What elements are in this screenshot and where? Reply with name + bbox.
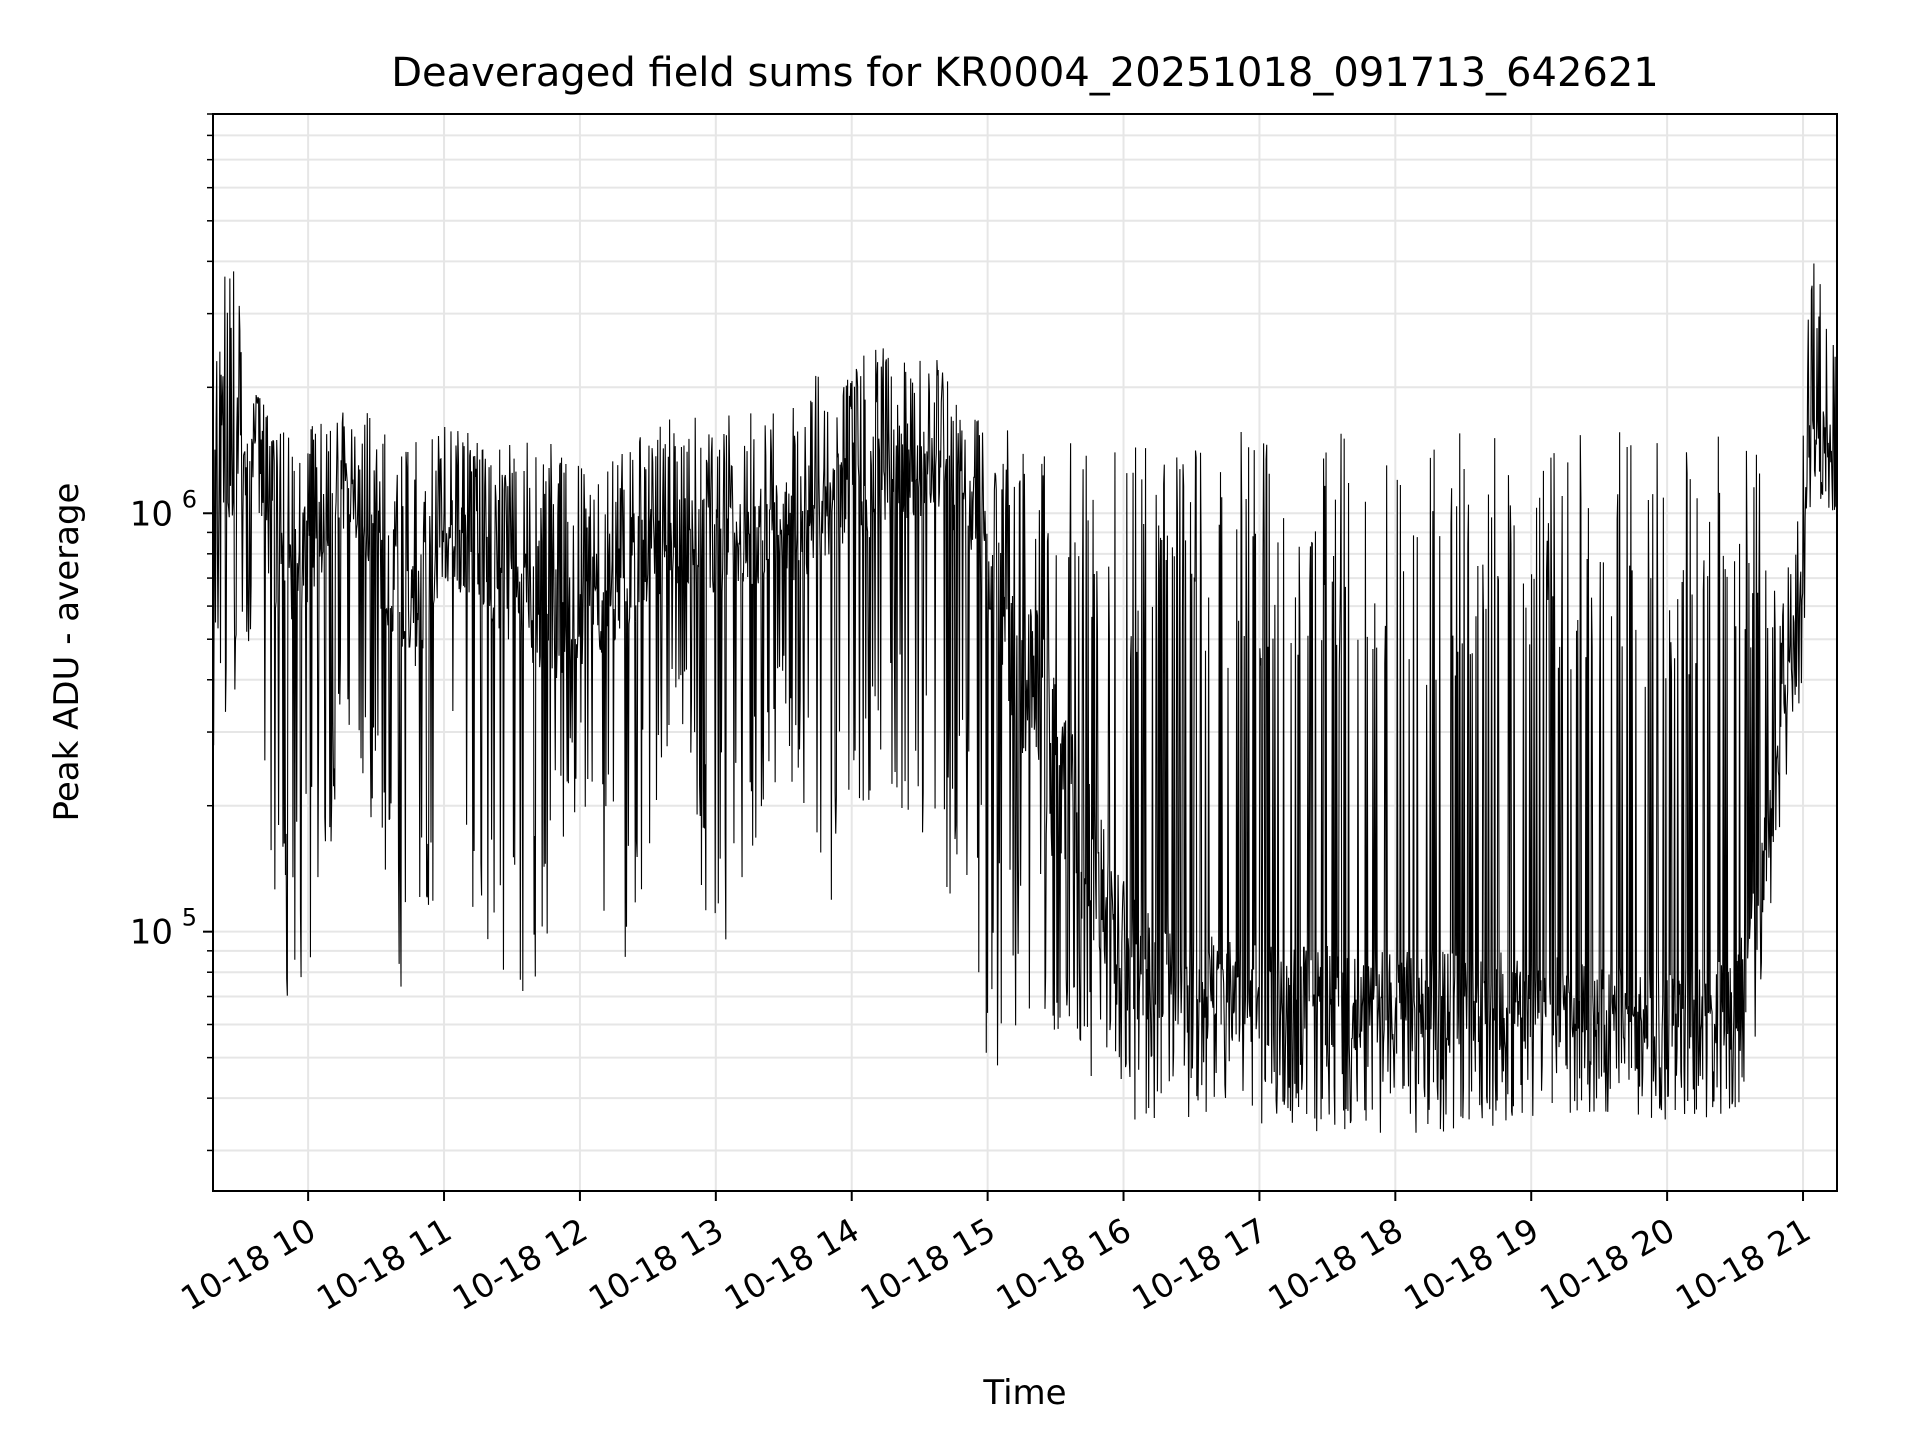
series-line-deaveraged-field-sum (212, 263, 1838, 1133)
y-tick-label-exponent: 6 (182, 485, 197, 513)
y-tick-label: 10 (130, 913, 173, 953)
y-axis-label: Peak ADU - average (47, 483, 87, 822)
y-tick-label-exponent: 5 (182, 904, 197, 932)
chart-title: Deaveraged field sums for KR0004_2025101… (391, 50, 1659, 96)
y-axis-ticks: 10 5 10 6 (130, 113, 213, 1152)
y-tick-label: 10 (130, 494, 173, 534)
axes-frame (212, 113, 1838, 1192)
x-axis-label: Time (982, 1373, 1066, 1413)
series-line-group (212, 263, 1838, 1133)
